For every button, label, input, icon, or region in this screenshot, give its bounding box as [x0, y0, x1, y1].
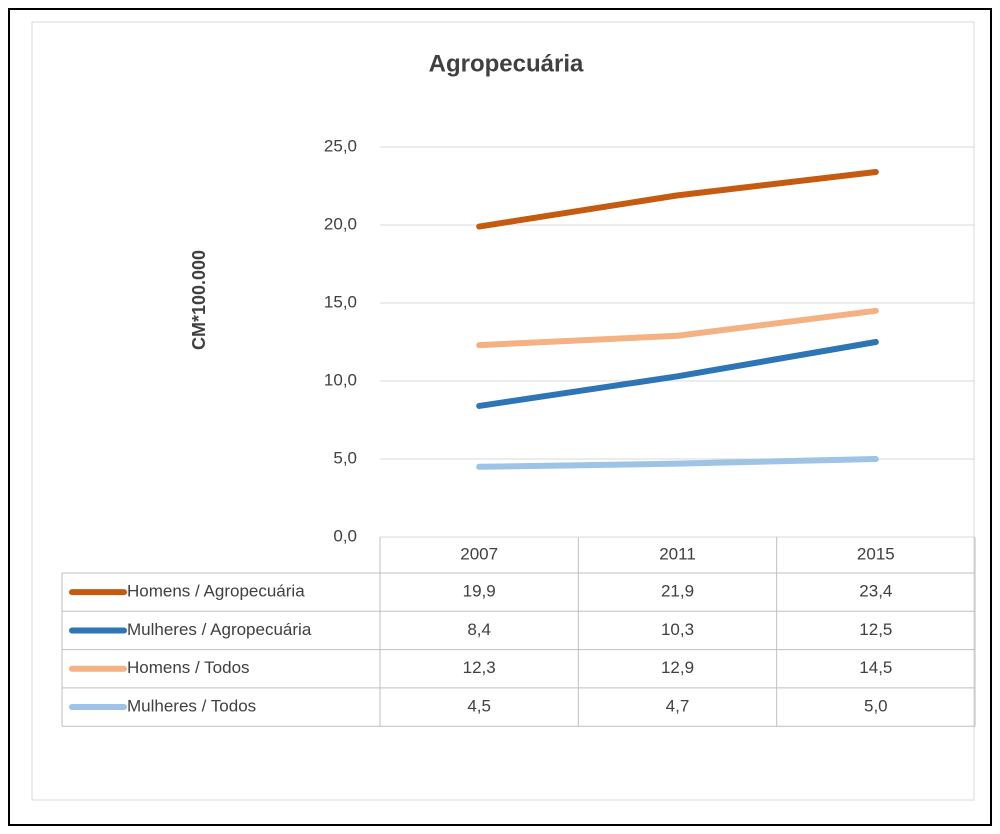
outer-border	[8, 8, 992, 826]
table-value: 21,9	[661, 582, 694, 601]
y-axis-label: CM*100.000	[189, 250, 209, 350]
y-tick-label: 5,0	[333, 448, 357, 467]
y-tick-label: 10,0	[324, 370, 357, 389]
legend-label: Mulheres / Agropecuária	[127, 620, 312, 639]
y-tick-label: 20,0	[324, 214, 357, 233]
legend-label: Mulheres / Todos	[127, 697, 256, 716]
table-value: 23,4	[859, 582, 892, 601]
table-value: 10,3	[661, 620, 694, 639]
table-value: 4,7	[666, 697, 690, 716]
x-tick-label: 2007	[460, 544, 498, 563]
chart-border	[31, 21, 975, 801]
table-value: 4,5	[467, 697, 491, 716]
table-value: 12,9	[661, 658, 694, 677]
y-tick-label: 0,0	[333, 526, 357, 545]
table-value: 19,9	[463, 582, 496, 601]
chart-title: Agropecuária	[429, 50, 584, 77]
x-tick-label: 2011	[659, 544, 696, 563]
series-line	[476, 307, 879, 349]
table-value: 5,0	[864, 697, 888, 716]
series-line	[476, 456, 879, 470]
table-value: 12,3	[463, 658, 496, 677]
y-tick-label: 15,0	[324, 292, 357, 311]
legend-label: Homens / Todos	[127, 658, 250, 677]
y-tick-label: 25,0	[324, 136, 357, 155]
x-tick-label: 2015	[857, 544, 895, 563]
series-line	[476, 168, 879, 230]
table-value: 14,5	[859, 658, 892, 677]
table-value: 12,5	[859, 620, 892, 639]
legend-label: Homens / Agropecuária	[127, 582, 305, 601]
series-line	[476, 339, 879, 409]
table-value: 8,4	[467, 620, 491, 639]
